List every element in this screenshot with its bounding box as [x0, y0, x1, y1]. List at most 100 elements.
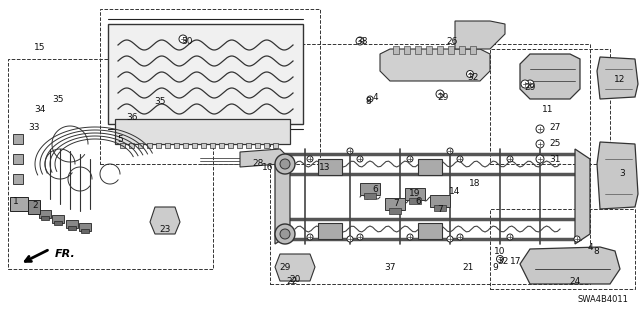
Circle shape [347, 148, 353, 154]
Text: 2: 2 [32, 202, 38, 211]
Polygon shape [275, 149, 290, 244]
Bar [418, 223, 442, 239]
Polygon shape [115, 119, 290, 144]
Bar [459, 46, 465, 54]
Bar [13, 174, 23, 184]
Polygon shape [520, 247, 620, 284]
Polygon shape [520, 54, 580, 99]
Bar [156, 143, 161, 148]
Bar [385, 198, 405, 210]
Bar [430, 195, 450, 207]
Bar [490, 49, 610, 164]
Bar [470, 46, 476, 54]
Bar [448, 46, 454, 54]
Bar [246, 143, 251, 148]
Text: 18: 18 [469, 180, 481, 189]
Text: 31: 31 [549, 154, 561, 164]
Bar [8, 59, 213, 269]
Text: 38: 38 [356, 36, 368, 46]
Bar [264, 143, 269, 148]
Circle shape [275, 154, 295, 174]
Bar [405, 188, 425, 200]
Text: 19: 19 [409, 189, 420, 198]
Bar [183, 143, 188, 148]
Circle shape [521, 80, 529, 88]
Circle shape [357, 234, 363, 240]
Bar [147, 143, 152, 148]
Bar [120, 143, 125, 148]
Text: 33: 33 [28, 122, 40, 131]
Bar [52, 215, 64, 223]
Circle shape [536, 140, 544, 148]
Bar [437, 46, 443, 54]
Bar [13, 154, 23, 164]
Bar [129, 143, 134, 148]
Polygon shape [597, 142, 638, 209]
Circle shape [526, 80, 534, 88]
Text: 7: 7 [437, 204, 443, 213]
Text: 34: 34 [35, 105, 45, 114]
Text: 10: 10 [494, 248, 506, 256]
Text: 29: 29 [279, 263, 291, 271]
Circle shape [457, 156, 463, 162]
Text: 3: 3 [619, 169, 625, 179]
Circle shape [407, 156, 413, 162]
Text: 15: 15 [35, 42, 45, 51]
Text: 28: 28 [252, 160, 264, 168]
Bar [100, 9, 320, 164]
Circle shape [447, 148, 453, 154]
Text: 12: 12 [614, 75, 626, 84]
Text: 16: 16 [262, 162, 274, 172]
Bar [434, 205, 446, 211]
Bar [255, 143, 260, 148]
Text: 35: 35 [52, 94, 64, 103]
Text: 7: 7 [393, 199, 399, 209]
Text: 25: 25 [549, 139, 561, 149]
Text: 14: 14 [449, 187, 461, 196]
Bar [393, 46, 399, 54]
Bar [81, 229, 89, 233]
Circle shape [436, 90, 444, 98]
Bar [79, 223, 91, 231]
Text: 24: 24 [570, 277, 580, 286]
Text: 35: 35 [154, 97, 166, 106]
Bar [404, 46, 410, 54]
Text: 36: 36 [126, 113, 138, 122]
Bar [219, 143, 224, 148]
Bar [389, 208, 401, 214]
Polygon shape [380, 49, 490, 81]
Text: 8: 8 [365, 97, 371, 106]
Circle shape [457, 234, 463, 240]
Bar [364, 193, 376, 199]
Polygon shape [240, 149, 285, 167]
Bar [28, 200, 40, 214]
Bar [318, 159, 342, 175]
Circle shape [347, 236, 353, 242]
Text: 26: 26 [446, 36, 458, 46]
Circle shape [367, 96, 373, 102]
Polygon shape [108, 24, 303, 124]
Bar [418, 159, 442, 175]
Text: 13: 13 [319, 162, 331, 172]
Text: 32: 32 [467, 72, 479, 81]
Text: 6: 6 [372, 184, 378, 194]
Text: 23: 23 [159, 225, 171, 234]
Bar [66, 220, 78, 228]
Polygon shape [597, 57, 638, 99]
Circle shape [497, 256, 504, 263]
Text: 5: 5 [117, 135, 123, 144]
Polygon shape [455, 21, 505, 49]
Text: 29: 29 [524, 83, 536, 92]
Text: 29: 29 [437, 93, 449, 101]
Text: 4: 4 [372, 93, 378, 101]
Circle shape [307, 234, 313, 240]
Circle shape [574, 236, 580, 242]
Text: 20: 20 [289, 275, 301, 284]
Bar [192, 143, 197, 148]
Circle shape [307, 156, 313, 162]
Text: 17: 17 [510, 257, 522, 266]
Bar [318, 223, 342, 239]
Circle shape [447, 236, 453, 242]
Text: 30: 30 [181, 36, 193, 46]
Bar [174, 143, 179, 148]
